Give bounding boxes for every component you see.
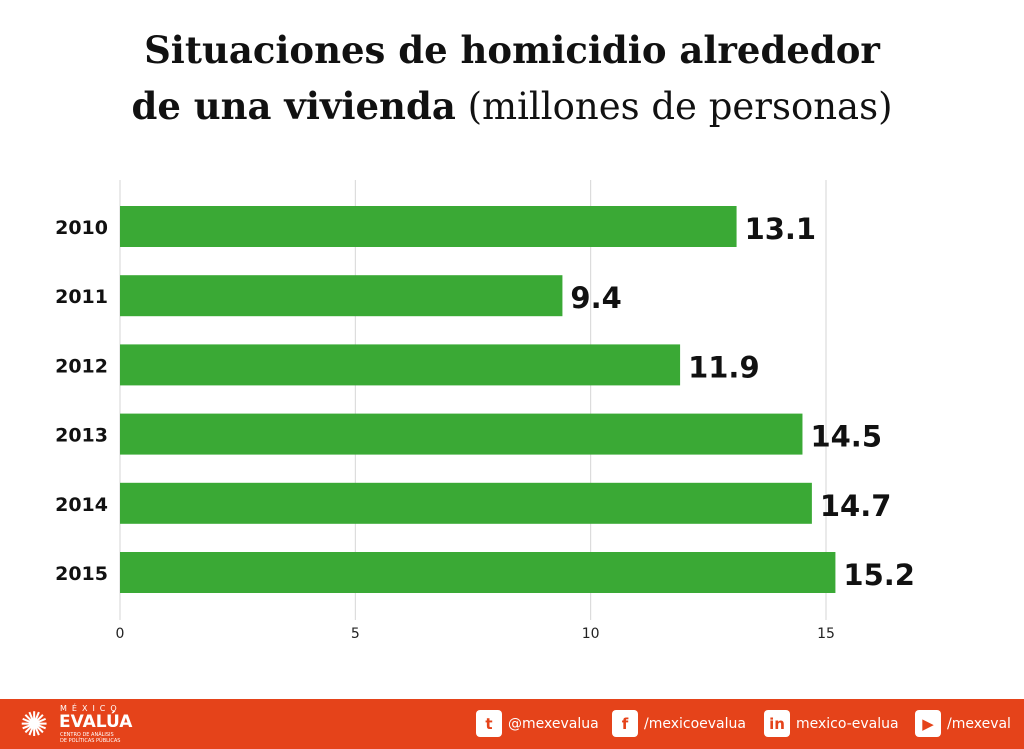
social-label: @mexevalua — [508, 715, 599, 732]
data-label: 13.1 — [745, 212, 817, 246]
chart-subtitle: de una vivienda (millones de personas) — [0, 78, 1024, 135]
data-label: 14.7 — [820, 489, 892, 523]
title-bold: de una vivienda — [131, 84, 456, 128]
x-tick-label: 15 — [817, 626, 835, 642]
y-category-label: 2013 — [55, 425, 108, 447]
bar-2010 — [120, 206, 737, 247]
bar-2013 — [120, 413, 803, 455]
bar-chart: 0 5 10 15 2010 13.1 2011 9.4 2012 11.9 2013 14.5 201… — [55, 180, 915, 642]
data-label: 9.4 — [570, 281, 621, 315]
bar-2012 — [120, 344, 681, 386]
data-label: 14.5 — [810, 420, 882, 454]
logo-star-icon: ✺ — [20, 705, 49, 745]
logo-text: CENTRO DE ANÁLISIS DE POLÍTICAS PÚBLICAS — [60, 732, 121, 744]
facebook-icon: f — [612, 710, 638, 737]
bar-2014 — [120, 482, 812, 524]
y-category-label: 2010 — [55, 217, 108, 239]
social-link-youtube[interactable]: ▶ /mexeval — [915, 710, 1011, 737]
y-category-label: 2012 — [55, 355, 108, 377]
bar-2015 — [120, 552, 836, 593]
social-label: /mexeval — [947, 715, 1011, 732]
y-category-label: 2014 — [55, 494, 108, 516]
data-label: 15.2 — [843, 558, 915, 592]
y-category-label: 2011 — [55, 286, 108, 308]
social-link-twitter[interactable]: t @mexevalua — [476, 710, 599, 737]
social-label: /mexicoevalua — [644, 715, 746, 732]
youtube-icon: ▶ — [915, 710, 941, 737]
twitter-icon: t — [476, 710, 502, 737]
linkedin-icon: in — [764, 710, 790, 737]
data-label: 11.9 — [688, 350, 760, 384]
x-tick-label: 5 — [351, 626, 360, 642]
logo-text: EVALÚA — [59, 712, 133, 732]
y-category-label: 2015 — [55, 563, 108, 585]
footer: ✺ MÉXICO EVALÚA CENTRO DE ANÁLISIS DE POL… — [0, 699, 1024, 749]
bar-2011 — [120, 275, 563, 317]
social-link-linkedin[interactable]: in mexico-evalua — [764, 710, 899, 737]
x-tick-label: 0 — [116, 626, 125, 642]
social-label: mexico-evalua — [796, 715, 899, 732]
social-link-facebook[interactable]: f/mexicoevalua — [612, 710, 746, 737]
title-unit: (millones de personas) — [467, 85, 893, 128]
chart-title: Situaciones de homicidio alrededor — [144, 28, 880, 72]
logo-text: MÉXICO — [60, 704, 122, 713]
x-tick-label: 10 — [582, 626, 600, 642]
